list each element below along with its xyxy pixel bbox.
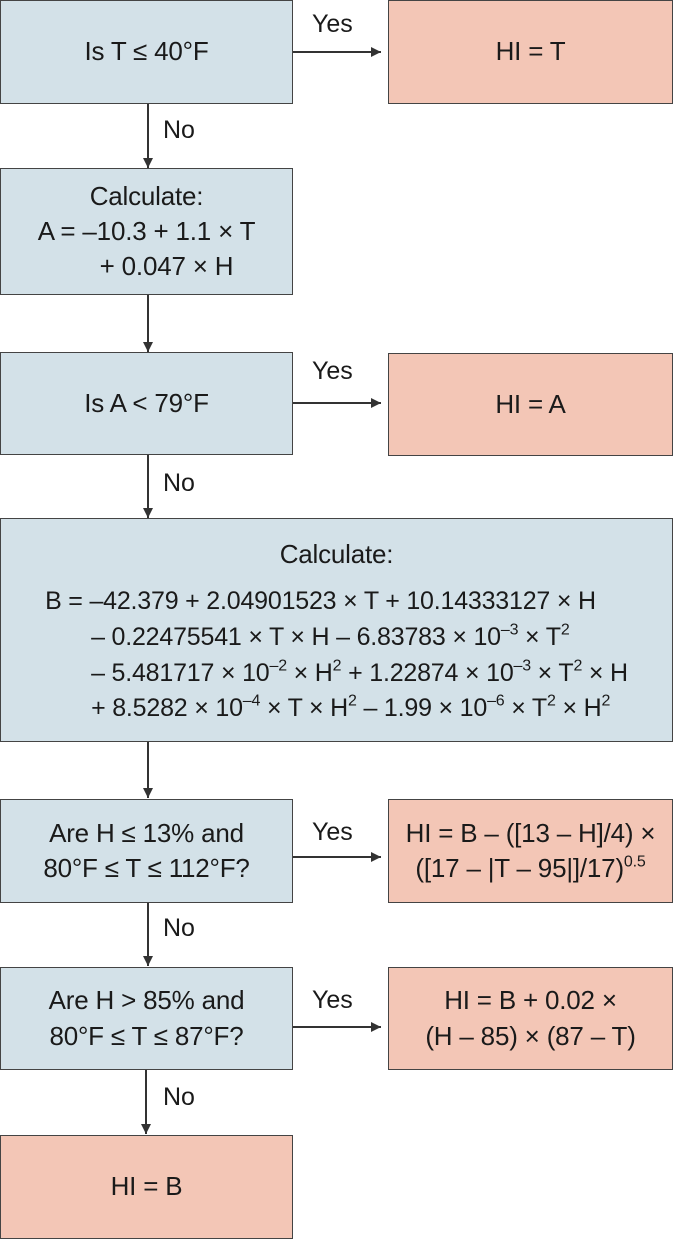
yes-label: Yes xyxy=(312,357,353,385)
result-hi-equals-t: HI = T xyxy=(388,0,673,104)
decision-text: 80°F ≤ T ≤ 112°F? xyxy=(43,853,250,883)
calc-formula-line: + 8.5282 × 10–4 × T × H2 – 1.99 × 10–6 ×… xyxy=(91,692,611,723)
yes-label: Yes xyxy=(312,818,353,846)
result-text: HI = B + 0.02 × xyxy=(444,985,617,1016)
result-text: HI = B xyxy=(110,1171,183,1202)
calc-b-formula: B = –42.379 + 2.04901523 × T + 10.143331… xyxy=(45,584,628,727)
result-low-humidity-adjustment: HI = B – ([13 – H]/4) × ([17 – |T – 95|]… xyxy=(388,799,673,903)
decision-text: Is T ≤ 40°F xyxy=(84,36,209,67)
result-high-humidity-adjustment: HI = B + 0.02 × (H – 85) × (87 – T) xyxy=(388,967,673,1070)
calc-title: Calculate: xyxy=(89,180,204,211)
calc-formula-line: – 0.22475541 × T × H – 6.83783 × 10–3 × … xyxy=(91,621,570,651)
calc-formula-line: B = –42.379 + 2.04901523 × T + 10.143331… xyxy=(45,587,596,616)
decision-text: Is A < 79°F xyxy=(84,387,209,418)
calc-formula-line: – 5.481717 × 10–2 × H2 + 1.22874 × 10–3 … xyxy=(91,657,628,687)
calc-formula-line: A = –10.3 + 1.1 × T xyxy=(37,215,256,246)
yes-label: Yes xyxy=(312,10,353,38)
no-label: No xyxy=(163,914,195,942)
result-hi-equals-b: HI = B xyxy=(0,1135,293,1239)
decision-text: Are H > 85% and xyxy=(48,985,245,1016)
decision-low-humidity: Are H ≤ 13% and 80°F ≤ T ≤ 112°F? xyxy=(0,799,293,903)
yes-label: Yes xyxy=(312,986,353,1014)
decision-text: 80°F ≤ T ≤ 87°F? xyxy=(49,1020,244,1051)
decision-text: Are H ≤ 13% and xyxy=(49,817,244,848)
no-label: No xyxy=(163,469,195,497)
result-text: HI = T xyxy=(495,36,566,67)
calculate-a-box: Calculate: A = –10.3 + 1.1 × T + 0.047 ×… xyxy=(0,168,293,295)
decision-a-lt-79: Is A < 79°F xyxy=(0,352,293,455)
result-hi-equals-a: HI = A xyxy=(388,353,673,456)
no-label: No xyxy=(163,116,195,144)
calc-formula-line: + 0.047 × H xyxy=(99,251,234,282)
decision-high-humidity: Are H > 85% and 80°F ≤ T ≤ 87°F? xyxy=(0,967,293,1070)
decision-t-le-40: Is T ≤ 40°F xyxy=(0,0,293,104)
calc-title: Calculate: xyxy=(279,539,394,569)
result-text: (H – 85) × (87 – T) xyxy=(425,1020,636,1051)
calculate-b-box: Calculate: B = –42.379 + 2.04901523 × T … xyxy=(0,518,673,742)
result-text: ([17 – |T – 95|]/17)0.5 xyxy=(415,853,646,883)
result-text: HI = A xyxy=(495,388,566,419)
result-text: HI = B – ([13 – H]/4) × xyxy=(405,817,656,848)
no-label: No xyxy=(163,1083,195,1111)
